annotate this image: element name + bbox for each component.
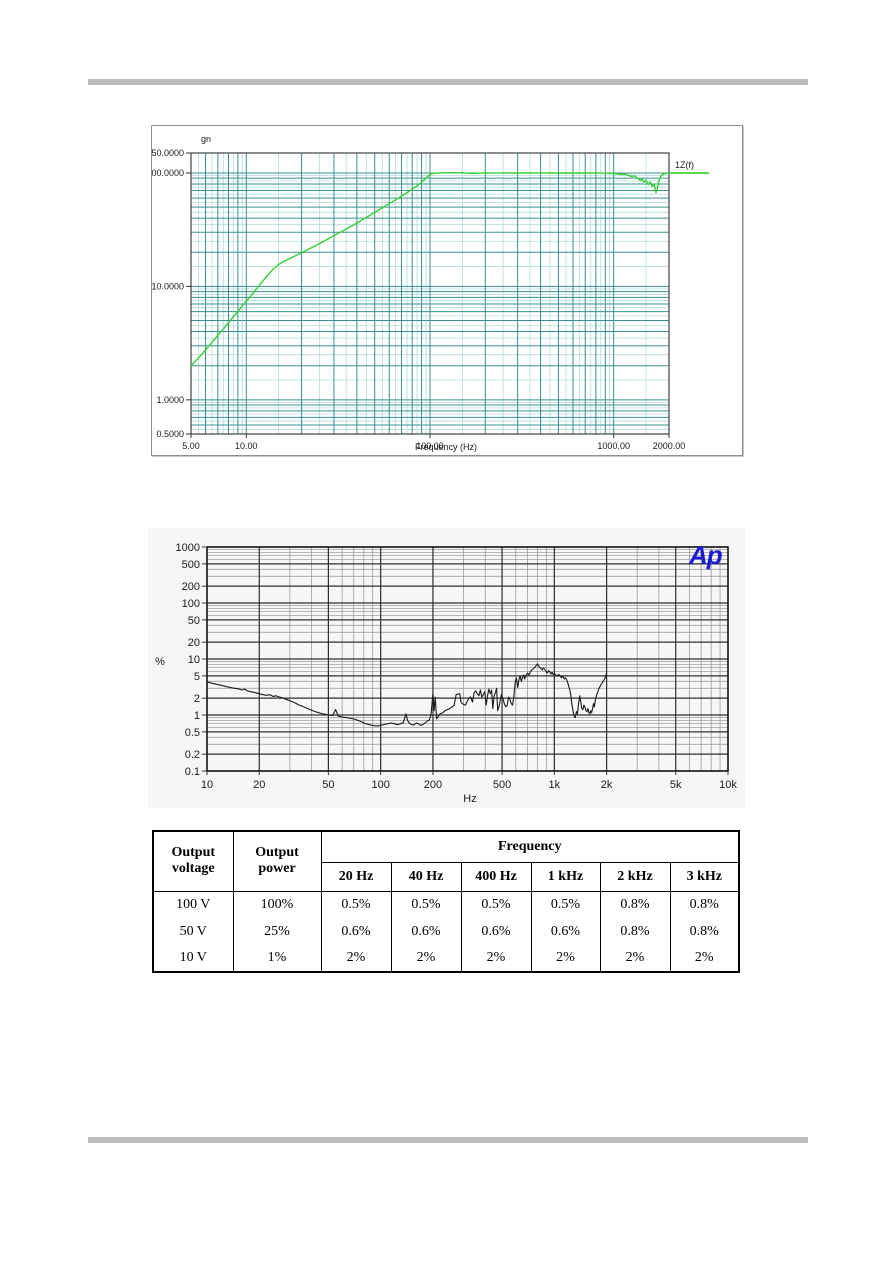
x-tick-label: 100.00 [416, 441, 444, 451]
col-header-freq: 400 Hz [460, 862, 531, 892]
y-tick-label: 0.5000 [156, 429, 184, 439]
table-row: 10 V 1% 2% 2% 2% 2% 2% 2% [153, 945, 740, 972]
x-tick-label: 5.00 [182, 441, 200, 451]
distortion-frequency-chart: 1000 500 200 100 50 20 10 5 2 1 0.5 0.2 0.1 10 20 50 100… [148, 528, 745, 808]
col-header-freq: 20 Hz [320, 862, 391, 892]
cell-power: 25% [232, 918, 321, 945]
y-tick-label: 1.0000 [156, 395, 184, 405]
y-tick-label: 1000 [176, 542, 200, 554]
y-tick-label: 0.2 [185, 749, 200, 761]
audio-precision-logo: Ap [689, 540, 723, 570]
cell-value: 2% [460, 945, 531, 972]
y-tick-label: 50 [188, 615, 200, 627]
distortion-table: Output voltage Output power Frequency 20… [152, 830, 741, 973]
data-curve [206, 663, 608, 727]
x-tick-label: 100 [371, 779, 389, 791]
table-row: 100 V 100% 0.5% 0.5% 0.5% 0.5% 0.8% 0.8% [153, 891, 740, 918]
y-tick-label: 200 [182, 581, 200, 593]
cell-value: 2% [390, 945, 461, 972]
y-tick-label: 100 [182, 598, 200, 610]
cell-value: 0.8% [669, 891, 740, 918]
col-header-output-voltage: Output voltage [153, 831, 233, 892]
x-tick-label: 10.00 [235, 441, 258, 451]
x-tick-label: 10 [201, 779, 213, 791]
x-tick-label: 10k [719, 779, 737, 791]
x-tick-label: 2000.00 [653, 441, 686, 451]
col-header-freq: 2 kHz [599, 862, 670, 892]
gain-frequency-chart: 150.0000 100.0000 10.0000 1.0000 0.5000 5.00 1… [151, 125, 743, 456]
col-header-freq: 3 kHz [669, 862, 740, 892]
y-tick-label: 10.0000 [152, 282, 184, 292]
cell-voltage: 100 V [176, 896, 211, 912]
cell-value: 0.6% [320, 918, 391, 945]
col-header-freq: 40 Hz [390, 862, 461, 892]
cell-value: 0.5% [390, 891, 461, 918]
cell-value: 2% [530, 945, 600, 972]
col-header-freq: 1 kHz [530, 862, 600, 892]
y-tick-label: 0.1 [185, 766, 200, 778]
cell-value: 0.5% [320, 891, 391, 918]
x-tick-label: 5k [670, 779, 682, 791]
cell-value: 0.5% [530, 891, 600, 918]
x-axis-label: Frequency (Hz) [415, 442, 477, 452]
cell-value: 0.6% [530, 918, 600, 945]
cell-voltage: 10 V [179, 950, 207, 965]
cell-value: 0.8% [669, 918, 740, 945]
gain-chart-canvas: 150.0000 100.0000 10.0000 1.0000 0.5000 5.00 1… [152, 134, 709, 452]
footer-rule [88, 1137, 808, 1143]
y-tick-label: 0.5 [185, 727, 200, 739]
table-row: 50 V 25% 0.6% 0.6% 0.6% 0.6% 0.8% 0.8% [153, 918, 740, 945]
y-axis-label: gn [201, 134, 211, 144]
cell-value: 2% [669, 945, 740, 972]
x-tick-label: 50 [322, 779, 334, 791]
legend-label: 1Z(f) [675, 160, 694, 170]
y-tick-label: 10 [188, 654, 200, 666]
cell-power: 1% [232, 945, 321, 972]
cell-value: 0.6% [460, 918, 531, 945]
x-tick-label: 1000.00 [597, 441, 630, 451]
header-rule [88, 79, 808, 85]
x-tick-label: 1k [549, 779, 561, 791]
cell-power: 100% [232, 891, 321, 918]
col-header-output-power: Output power [232, 831, 321, 892]
cell-value: 2% [320, 945, 391, 972]
x-tick-label: 200 [424, 779, 442, 791]
data-curve [190, 171, 670, 367]
y-tick-label: 1 [194, 710, 200, 722]
y-axis-label: % [155, 656, 165, 668]
cell-value: 0.5% [460, 891, 531, 918]
y-tick-label: 20 [188, 637, 200, 649]
y-tick-label: 5 [194, 671, 200, 683]
cell-value: 0.8% [599, 918, 670, 945]
x-tick-label: 2k [601, 779, 613, 791]
y-tick-label: 2 [194, 693, 200, 705]
cell-value: 0.8% [599, 891, 670, 918]
x-tick-label: 500 [493, 779, 511, 791]
y-tick-label: 150.0000 [152, 148, 184, 158]
x-axis-label: Hz [463, 793, 476, 805]
y-tick-label: 100.0000 [152, 168, 184, 178]
cell-value: 2% [599, 945, 670, 972]
y-tick-label: 500 [182, 559, 200, 571]
cell-value: 0.6% [390, 918, 461, 945]
cell-voltage: 50 V [179, 923, 207, 939]
x-tick-label: 20 [253, 779, 265, 791]
group-header-frequency: Frequency [320, 831, 740, 863]
